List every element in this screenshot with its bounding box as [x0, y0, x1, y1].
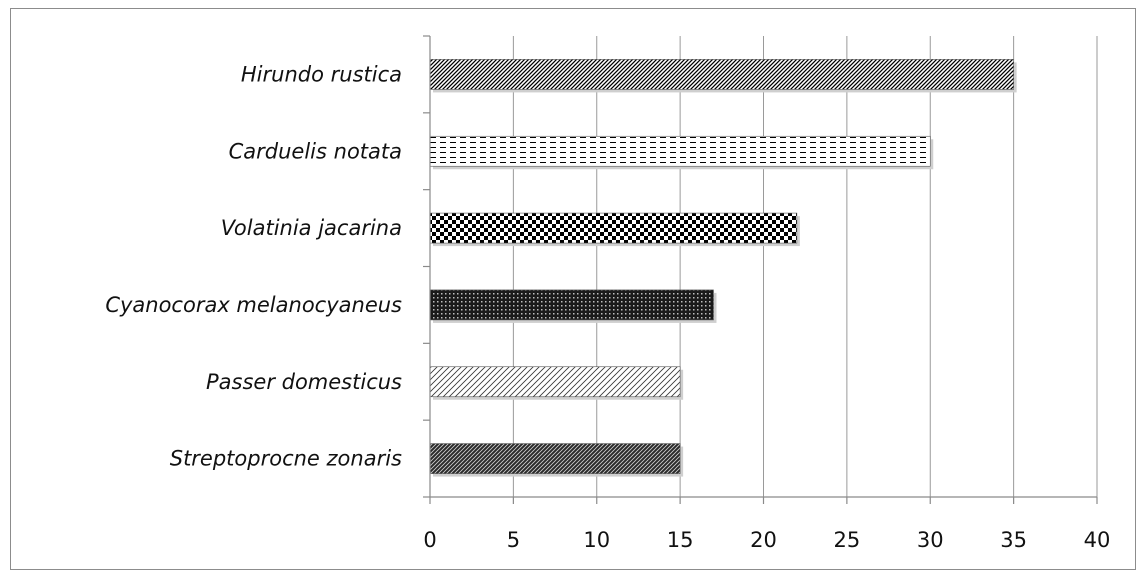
- x-tick-labels: 0 5 10 15 20 25 30 35 40: [423, 528, 1110, 552]
- x-tick-label: 30: [917, 528, 944, 552]
- x-tick-label: 0: [423, 528, 436, 552]
- gridlines: [512, 36, 1098, 497]
- bar: [429, 59, 1014, 90]
- category-labels: Hirundo rustica Carduelis notata Volatinia…: [105, 62, 402, 470]
- x-tick-label: 25: [834, 528, 861, 552]
- category-label: Hirundo rustica: [241, 62, 402, 86]
- category-label: Volatinia jacarina: [221, 216, 402, 240]
- category-label: Carduelis notata: [229, 139, 402, 163]
- bar: [429, 443, 681, 474]
- bar: [429, 212, 798, 244]
- x-tick-label: 5: [507, 528, 520, 552]
- x-tick-label: 40: [1084, 528, 1111, 552]
- category-label: Cyanocorax melanocyaneus: [105, 293, 402, 317]
- x-tick-label: 35: [1000, 528, 1027, 552]
- category-label: Streptoprocne zonaris: [170, 447, 402, 471]
- x-tick-label: 15: [667, 528, 694, 552]
- x-tick-label: 10: [583, 528, 610, 552]
- bar: [429, 366, 681, 398]
- bars: [429, 59, 1017, 477]
- category-label: Passer domesticus: [206, 370, 402, 394]
- bar: [429, 135, 931, 167]
- x-tick-label: 20: [750, 528, 777, 552]
- bar: [429, 289, 714, 321]
- axes: [423, 35, 1098, 504]
